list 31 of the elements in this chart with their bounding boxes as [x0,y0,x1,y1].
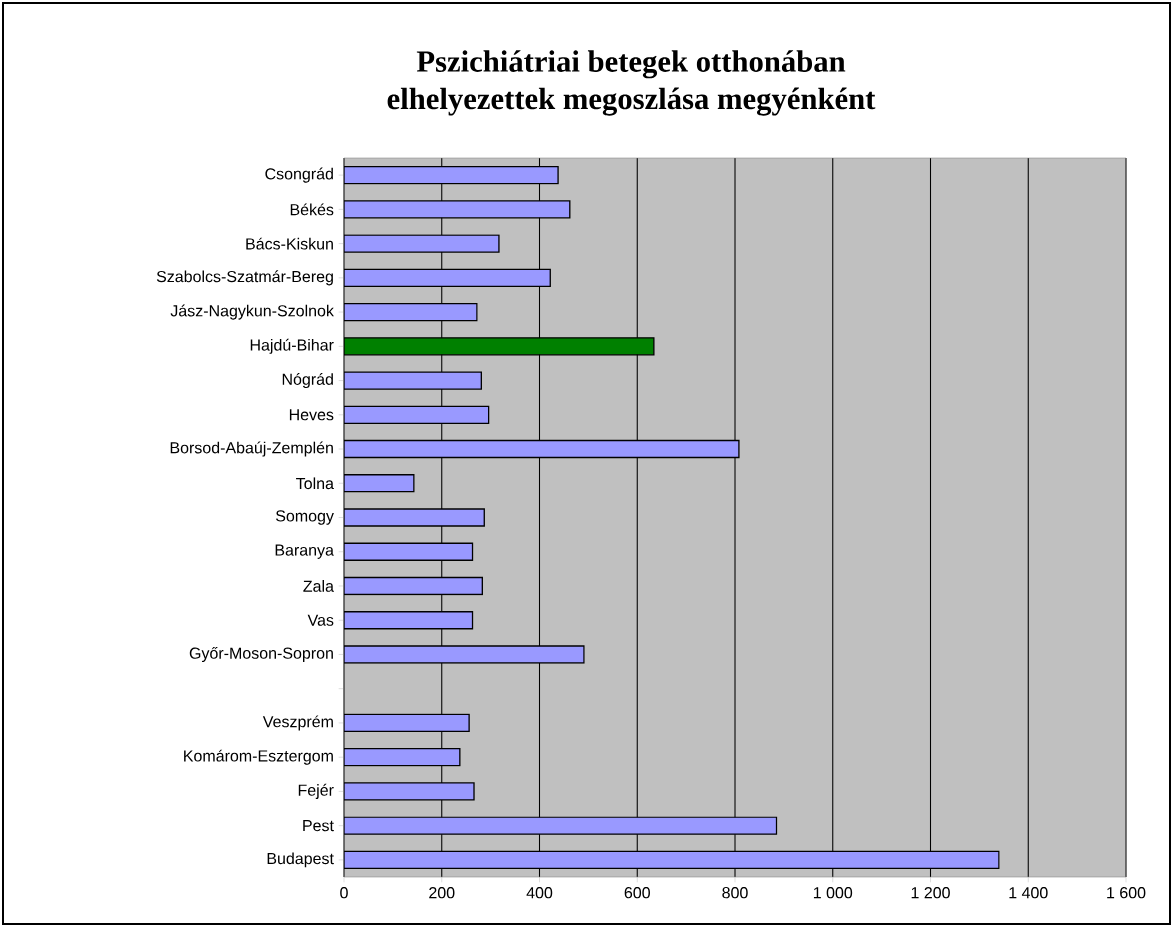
y-tick-label: Baranya [275,544,334,559]
x-tick-label: 400 [526,887,553,899]
y-tick-label: Pest [303,820,334,832]
x-tick-label: 1 200 [911,887,950,899]
x-tick-label: 1 600 [1107,887,1146,899]
y-tick-label: Zala [303,580,334,592]
bar [344,474,415,493]
x-tick-label: 800 [722,887,748,899]
y-tick-label: Bács-Kiskun [246,237,333,250]
y-tick-label: Budapest [267,852,334,868]
y-tick-label: Veszprém [262,715,333,731]
y-tick-label: Heves [289,409,334,421]
chart-title: Pszichiátriai betegek otthonában elhelyezettek megoszlása megyénként [387,50,876,116]
y-tick-label: Győr-Moson-Sopron [189,646,333,663]
x-tick-label: 1 000 [813,887,853,899]
y-tick-label: Somogy [275,510,334,525]
y-tick-label: Fejér [298,783,334,799]
y-tick-label: Nógrád [282,373,333,389]
y-tick-label: Békés [290,203,334,216]
y-tick-label: Tolna [296,477,334,490]
y-tick-label: Csongrád [265,167,333,183]
y-tick-label: Borsod-Abaúj-Zemplén [170,441,333,457]
x-tick-label: 1 400 [1009,887,1048,899]
x-tick-label: 0 [340,887,348,899]
y-tick-label: Szabolcs-Szatmár-Bereg [156,270,333,286]
y-tick-label: Jász-Nagykun-Szolnok [170,304,334,320]
x-tick-label: 200 [429,887,455,899]
y-tick-label: Hajdú-Bihar [250,338,334,354]
y-tick-label: Komárom-Esztergom [184,749,333,765]
y-tick-label: Vas [307,614,334,626]
x-tick-label: 600 [624,887,650,899]
